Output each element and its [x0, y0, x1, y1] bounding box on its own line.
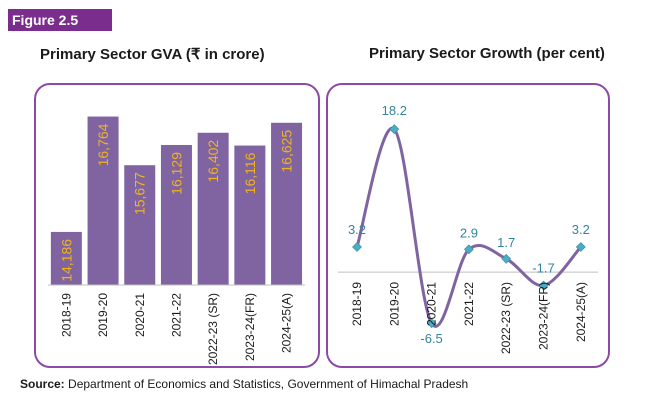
- bar-2020-21: [124, 165, 156, 285]
- x-tick-label: 2024-25(A): [574, 282, 588, 342]
- source-note: Source: Department of Economics and Stat…: [20, 377, 468, 391]
- bar-2022-23 (SR): [197, 132, 229, 285]
- x-tick-label: 2022-23 (SR): [499, 282, 513, 354]
- bar-value-label: 14,186: [58, 239, 74, 282]
- growth-value-label: 3.2: [348, 222, 366, 237]
- growth-marker: [501, 253, 512, 264]
- growth-marker: [426, 318, 437, 329]
- bar-2018-19: [50, 231, 82, 285]
- x-tick-label: 2022-23 (SR): [206, 293, 220, 365]
- growth-marker: [463, 244, 474, 255]
- growth-marker: [575, 242, 586, 252]
- bar-2024-25(A): [271, 122, 303, 285]
- bar-value-label: 15,677: [132, 172, 148, 215]
- growth-marker: [389, 124, 400, 135]
- source-text: Department of Economics and Statistics, …: [68, 377, 469, 391]
- source-label: Source:: [20, 377, 65, 391]
- growth-value-label: 18.2: [382, 103, 407, 118]
- x-tick-label: 2019-20: [96, 293, 110, 337]
- bar-value-label: 16,129: [168, 152, 184, 195]
- bar-value-label: 16,764: [95, 123, 111, 166]
- growth-marker: [352, 242, 362, 252]
- growth-value-label: 2.9: [460, 225, 478, 240]
- x-tick-label: 2021-22: [462, 282, 476, 326]
- gva-chart-title: Primary Sector GVA (₹ in crore): [40, 46, 265, 63]
- x-tick-label: 2019-20: [387, 282, 401, 326]
- bar-2019-20: [87, 116, 119, 285]
- bar-value-label: 16,625: [279, 130, 295, 173]
- x-tick-label: 2020-21: [425, 282, 439, 326]
- x-tick-label: 2020-21: [133, 293, 147, 337]
- bar-2021-22: [160, 144, 192, 285]
- x-tick-label: 2024-25(A): [280, 293, 294, 353]
- growth-chart-panel: [326, 83, 610, 368]
- growth-value-label: -6.5: [420, 331, 442, 346]
- x-tick-label: 2023-24(FR): [243, 293, 257, 361]
- growth-marker: [538, 280, 549, 291]
- bar-2023-24(FR): [234, 145, 266, 285]
- bar-value-label: 16,116: [242, 152, 258, 194]
- growth-chart-title: Primary Sector Growth (per cent): [369, 45, 605, 62]
- growth-value-label: -1.7: [532, 261, 554, 276]
- growth-value-label: 3.2: [572, 222, 590, 237]
- x-tick-label: 2018-19: [59, 293, 73, 337]
- x-tick-label: 2018-19: [350, 282, 364, 326]
- bar-value-label: 16,402: [205, 140, 221, 183]
- x-tick-label: 2021-22: [169, 293, 183, 337]
- growth-value-label: 1.7: [497, 235, 515, 250]
- x-tick-label: 2023-24(FR): [537, 282, 551, 350]
- figure-label: Figure 2.5: [8, 9, 112, 31]
